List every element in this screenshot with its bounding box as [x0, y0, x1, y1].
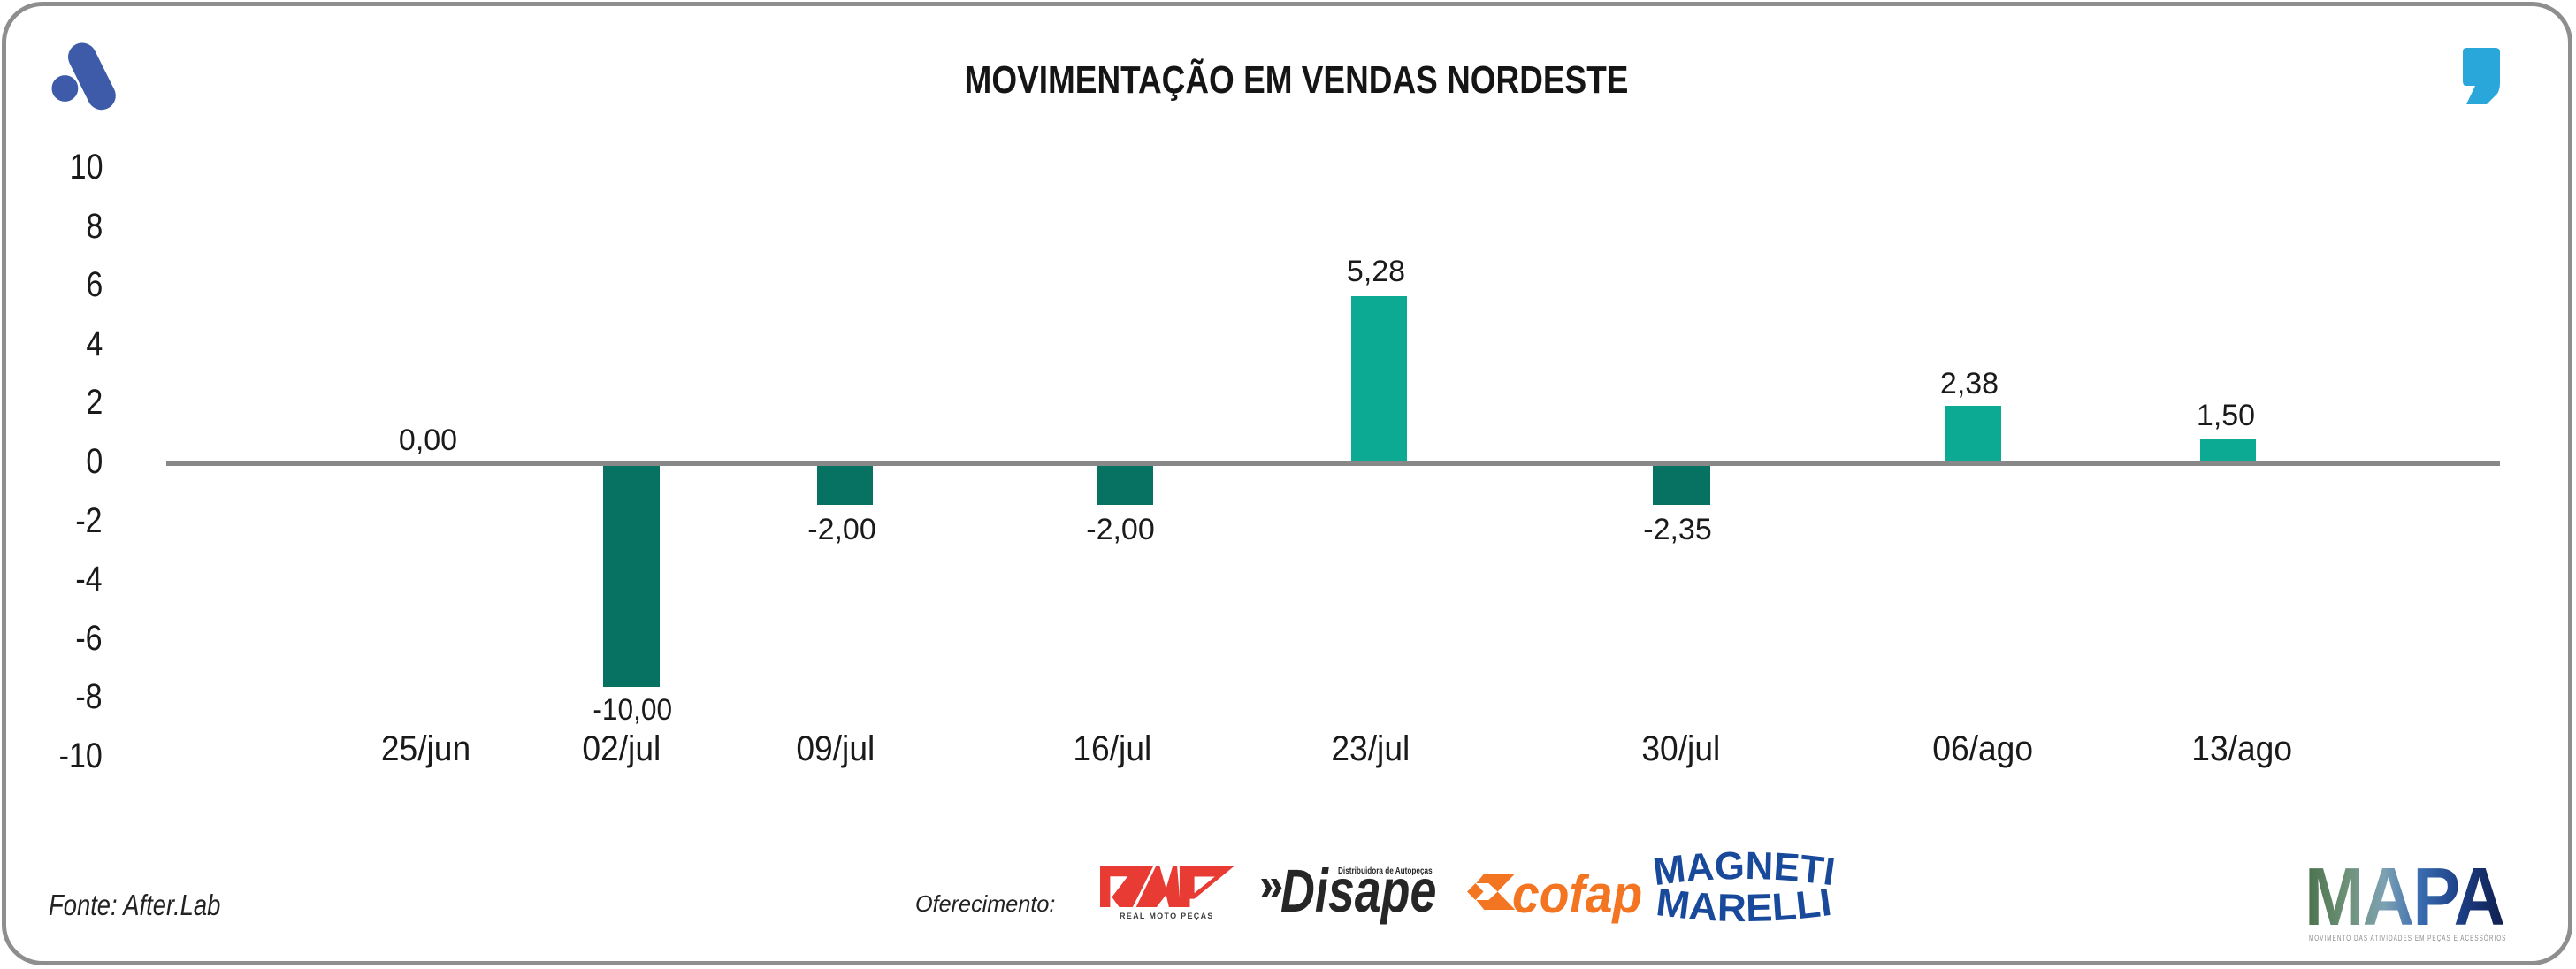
svg-text:MAGNETI: MAGNETI	[1651, 845, 1838, 894]
svg-text:MARELLI: MARELLI	[1654, 881, 1834, 929]
svg-text:REAL MOTO PEÇAS: REAL MOTO PEÇAS	[1120, 912, 1214, 920]
